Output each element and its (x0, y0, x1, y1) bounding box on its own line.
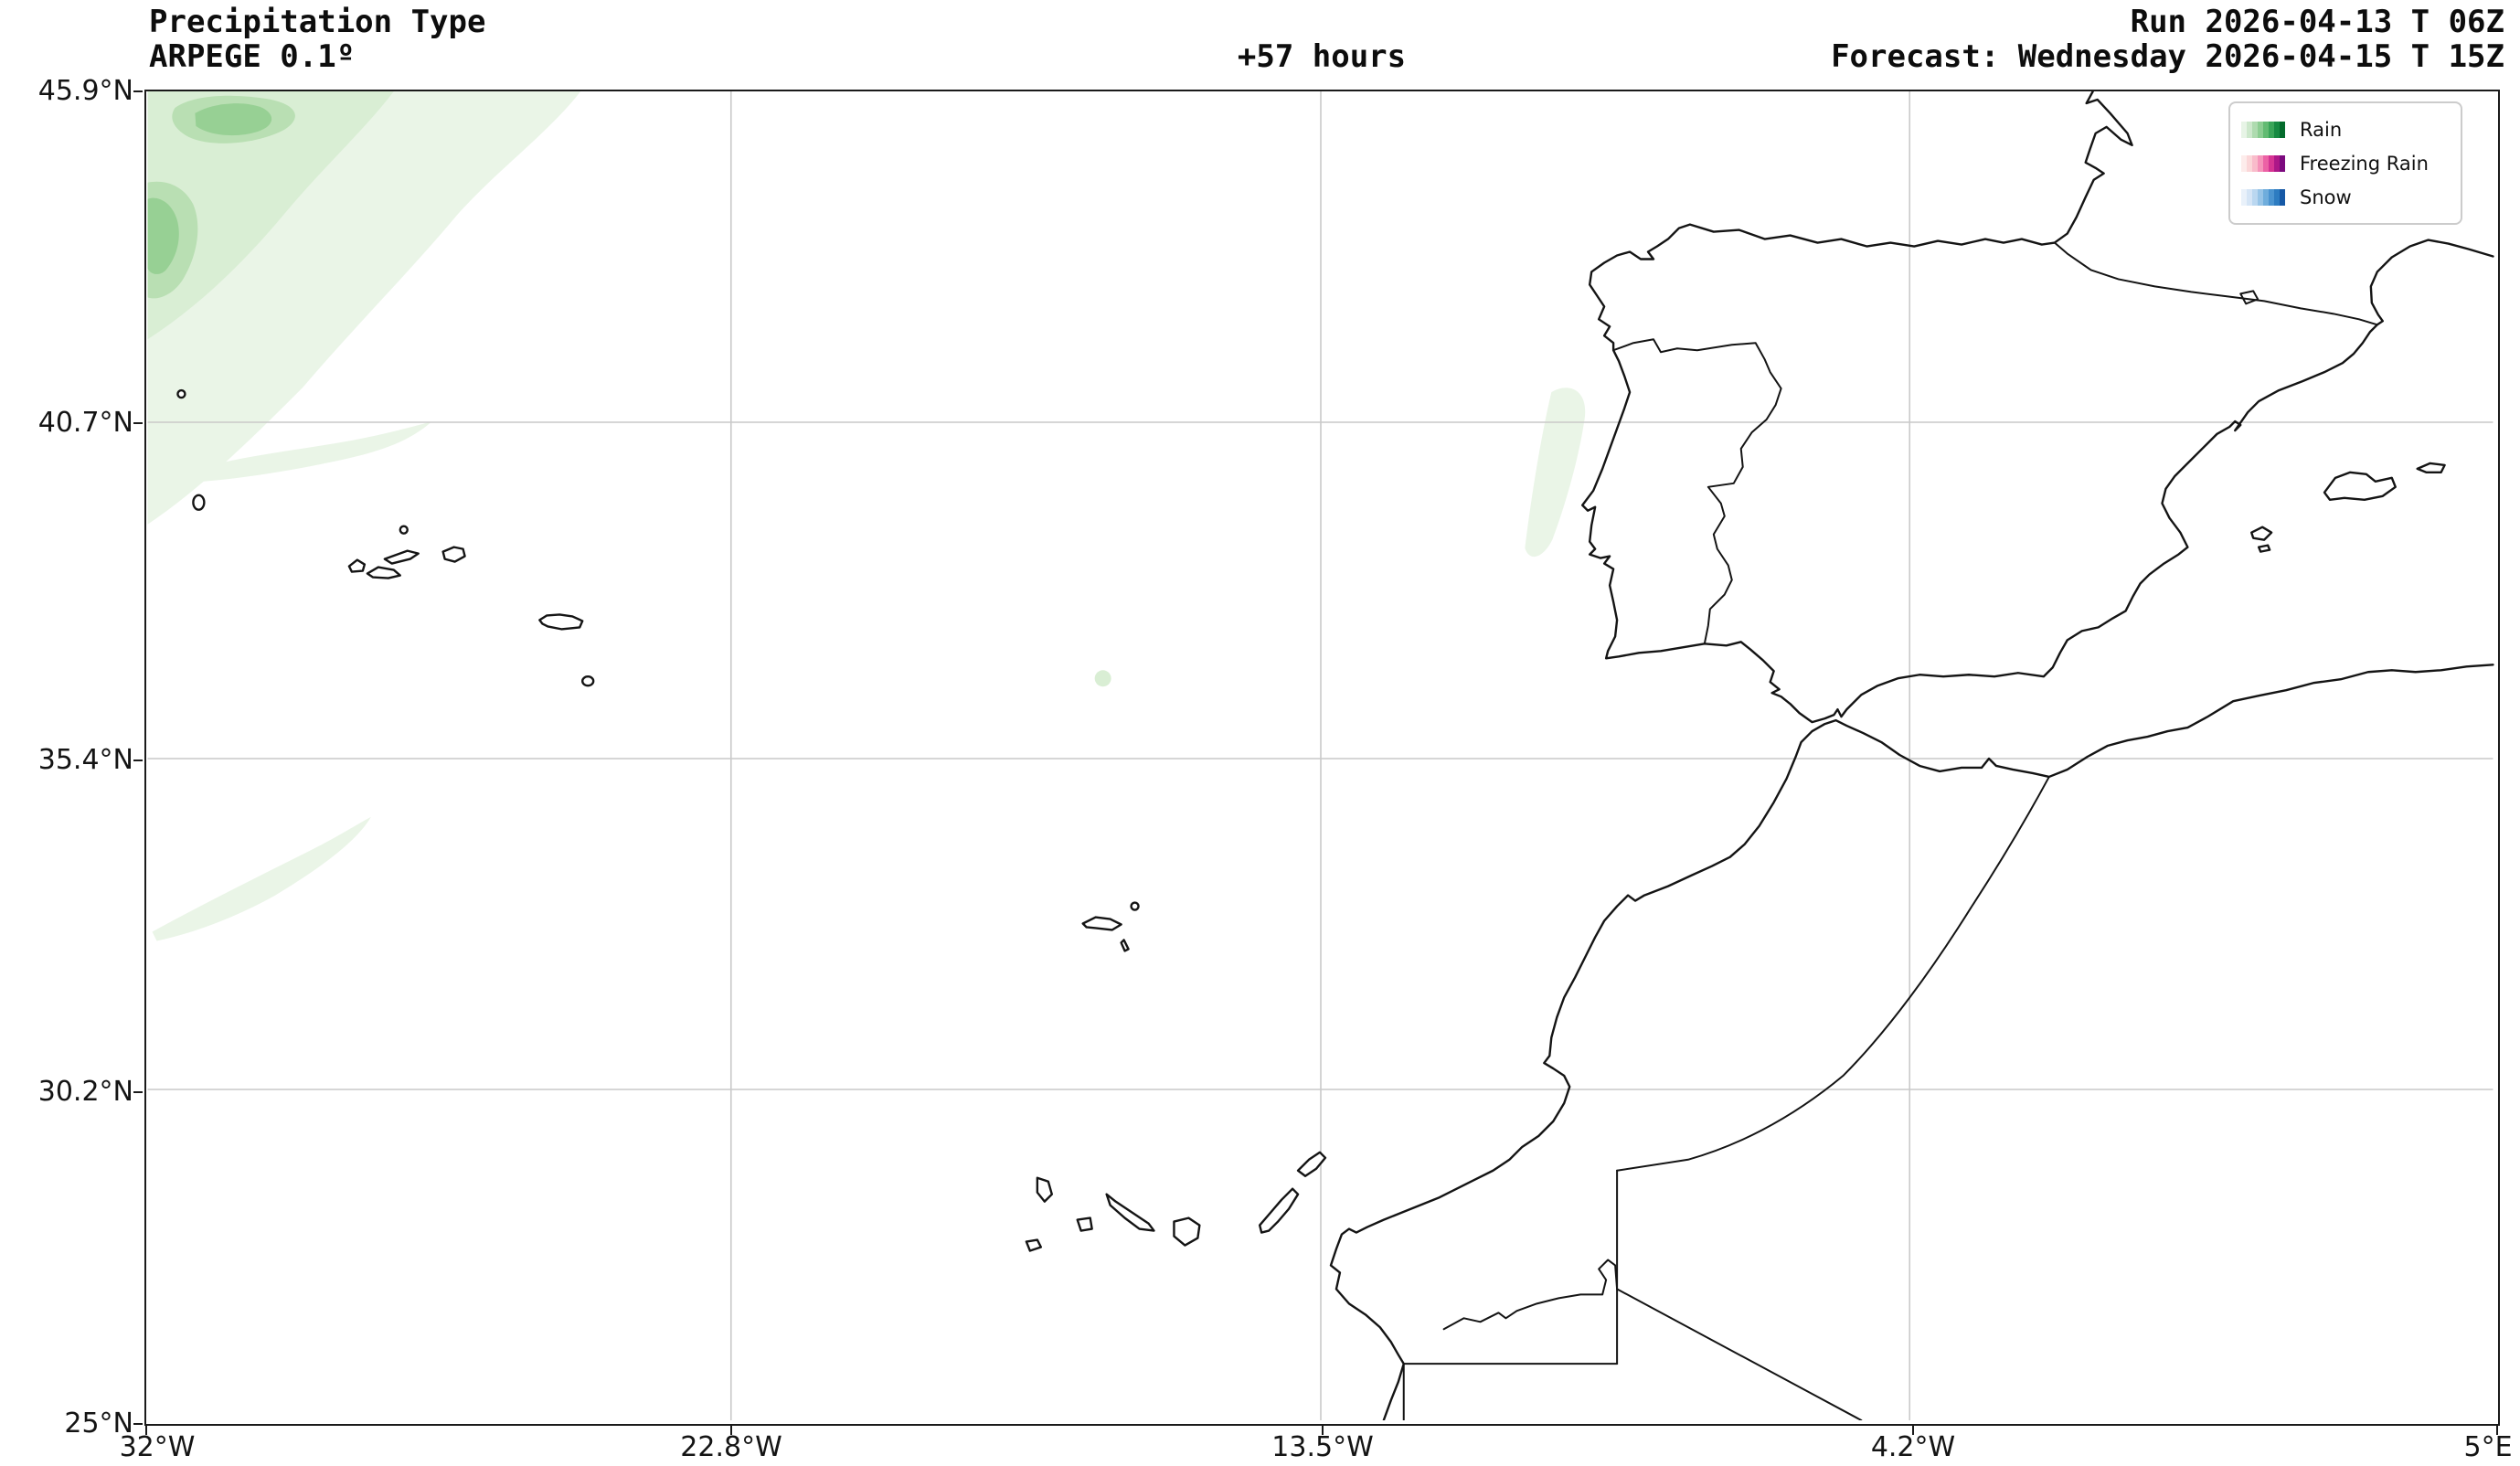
islands-madeira (1081, 901, 1140, 952)
island-el-hierro (1025, 1238, 1043, 1252)
snow-gradient-swatch (2241, 188, 2285, 206)
island-flores (192, 494, 206, 511)
legend-row-freezing-rain: Freezing Rain (2241, 146, 2450, 180)
lon-tick-label: 22.8°W (680, 1431, 782, 1463)
legend-label: Rain (2300, 118, 2343, 141)
island-ibiza (2250, 526, 2273, 541)
rain-gradient-swatch (2241, 121, 2285, 138)
map-svg (147, 91, 2494, 1420)
lon-tick-mark (1322, 1426, 1324, 1435)
island-gran-canaria (1173, 1216, 1201, 1247)
island-madeira (1081, 916, 1122, 931)
border-andorra (2239, 290, 2259, 305)
lon-tick-label: 32°W (119, 1431, 196, 1463)
precip-type-legend: Rain Freezing Rain Snow (2228, 101, 2462, 225)
lat-tick-label: 35.4°N (37, 744, 133, 776)
islet-speck (176, 388, 186, 399)
lon-tick-label: 4.2°W (1870, 1431, 1956, 1463)
island-tenerife (1105, 1193, 1155, 1232)
island-graciosa (399, 525, 409, 535)
border-morocco-algeria (1616, 775, 2050, 1172)
rain-contour-level1 (152, 816, 371, 941)
coastline-north-africa (1329, 664, 2494, 1420)
border-portugal-spain (1612, 338, 1782, 645)
map-canvas[interactable] (144, 90, 2500, 1426)
island-santa-maria (581, 675, 595, 687)
rain-contour-level1 (165, 421, 432, 483)
island-fuerteventura (1258, 1187, 1300, 1234)
rain-contour-level1 (1525, 388, 1586, 558)
rain-contour-level4 (195, 103, 272, 136)
island-sao-jorge (383, 549, 420, 565)
lat-tick-label: 40.7°N (37, 407, 133, 439)
lat-tick-label: 30.2°N (37, 1076, 133, 1108)
island-pico (366, 566, 401, 579)
island-lanzarote (1296, 1151, 1327, 1177)
lon-tick-mark (2496, 1426, 2498, 1435)
island-faial (347, 558, 367, 573)
coastline-iberia-france (1581, 91, 2494, 724)
rain-contour-level2 (147, 91, 394, 340)
rain-contour-speck (1094, 670, 1111, 687)
legend-row-snow: Snow (2241, 180, 2450, 214)
rain-contour-level4 (147, 197, 179, 274)
island-formentera (2257, 544, 2271, 553)
page-title: Precipitation Type (149, 4, 486, 40)
legend-label: Snow (2300, 186, 2352, 208)
forecast-timestamp: Forecast: Wednesday 2026-04-15 T 15Z (1831, 38, 2504, 75)
island-mallorca (2323, 471, 2397, 501)
lon-tick-mark (1912, 1426, 1914, 1435)
border-morocco-westernsahara (1442, 1259, 1619, 1331)
lon-tick-label: 5°E (2463, 1431, 2513, 1463)
islands-azores (176, 388, 595, 687)
legend-row-rain: Rain (2241, 112, 2450, 146)
lat-tick-mark (133, 1091, 143, 1093)
coastlines (176, 91, 2494, 1420)
lat-tick-label: 25°N (64, 1408, 133, 1439)
lon-tick-mark (730, 1426, 732, 1435)
island-desertas (1120, 939, 1130, 952)
islands-balearics (2250, 462, 2446, 553)
lat-tick-mark (133, 90, 143, 92)
island-terceira (441, 546, 466, 563)
rain-contours (147, 91, 1586, 941)
lat-tick-mark (133, 422, 143, 424)
model-label: ARPEGE 0.1º (149, 38, 356, 75)
lat-tick-mark (133, 1423, 143, 1425)
lon-tick-mark (145, 1426, 147, 1435)
freezing-rain-gradient-swatch (2241, 154, 2285, 172)
border-algeria-mauritania-diagonal (1616, 1288, 1863, 1420)
border-france-spain (2053, 241, 2378, 326)
lat-tick-mark (133, 760, 143, 761)
run-timestamp: Run 2026-04-13 T 06Z (2130, 4, 2504, 40)
graticule (147, 91, 2493, 1420)
legend-label: Freezing Rain (2300, 152, 2429, 175)
island-la-palma (1036, 1176, 1054, 1203)
lon-tick-label: 13.5°W (1271, 1431, 1374, 1463)
island-sao-miguel (538, 613, 584, 631)
island-la-gomera (1076, 1216, 1093, 1232)
islands-canaries (1025, 1151, 1327, 1252)
lead-time-label: +57 hours (1237, 38, 1407, 75)
island-menorca (2416, 462, 2446, 474)
island-porto-santo (1130, 901, 1140, 911)
lat-tick-label: 45.9°N (37, 75, 133, 107)
